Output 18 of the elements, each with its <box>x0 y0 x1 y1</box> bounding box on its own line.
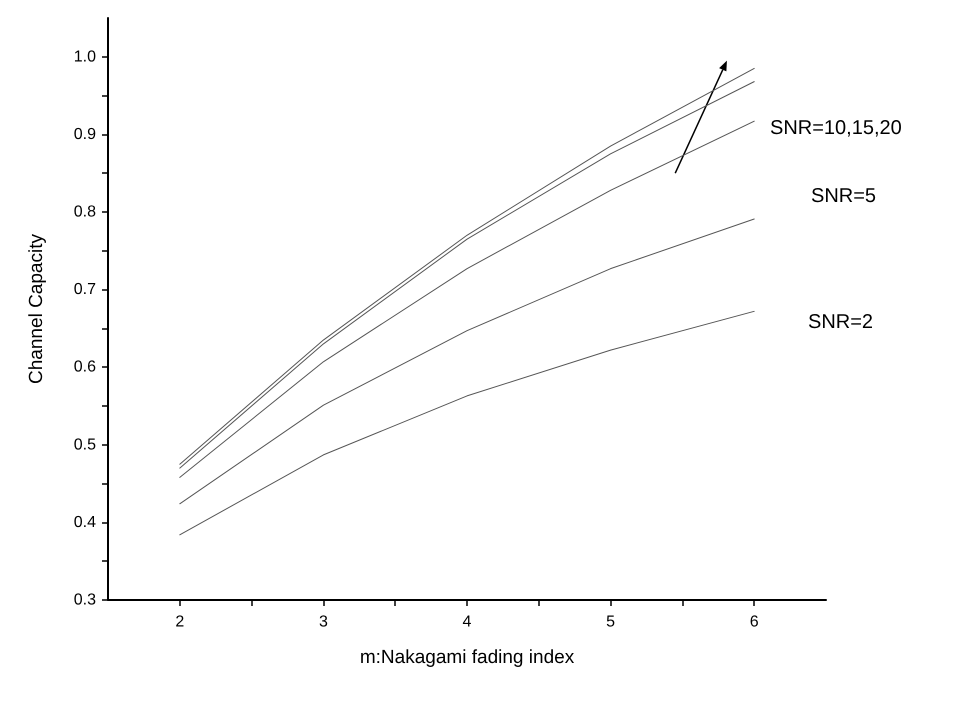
y-tick-label: 0.4 <box>74 514 96 531</box>
y-tick-label: 1.0 <box>74 48 96 66</box>
annotation: SNR=5 <box>811 185 876 207</box>
text: 0.3 <box>74 592 96 608</box>
x-tick-label: 2 <box>175 614 184 630</box>
y-tick-label: 0.5 <box>74 436 96 454</box>
x-tick-label: 5 <box>606 614 616 630</box>
x-axis-title: m:Nakagami fading index <box>360 647 575 668</box>
x-tick-label: 3 <box>318 614 328 630</box>
y-axis-title: Channel Capacity <box>26 234 47 384</box>
y-tick-label: 0.7 <box>74 281 96 298</box>
y-tick-label: 0.9 <box>74 126 96 143</box>
x-tick-label: 4 <box>462 614 472 630</box>
annotation: SNR=2 <box>808 311 874 333</box>
y-tick-label: 0.6 <box>74 358 96 376</box>
annotation: SNR=10,15,20 <box>770 117 902 139</box>
y-tick-label: 0.8 <box>74 204 96 220</box>
x-tick-label: 6 <box>750 614 759 630</box>
